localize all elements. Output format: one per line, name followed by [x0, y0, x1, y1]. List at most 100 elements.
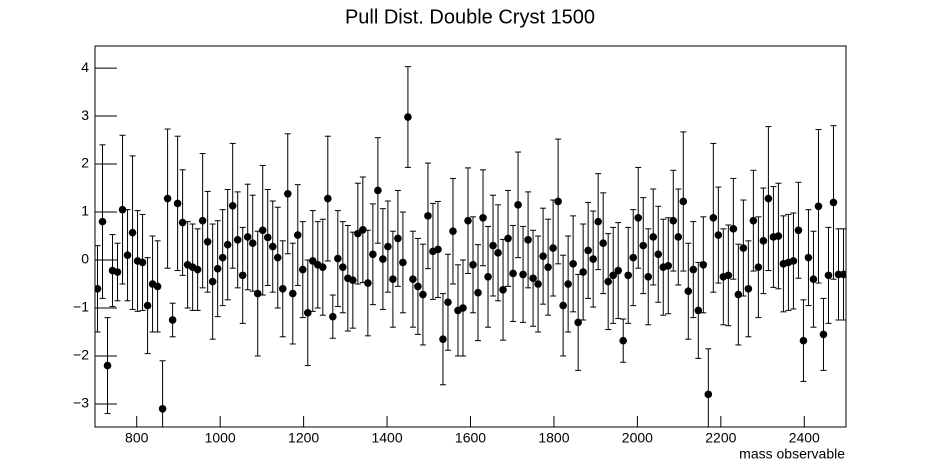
data-point	[439, 335, 447, 343]
data-point	[504, 234, 512, 243]
data-point	[103, 361, 112, 370]
data-point	[178, 218, 187, 227]
data-point	[804, 253, 813, 262]
data-point	[799, 336, 808, 345]
data-point	[579, 268, 587, 276]
data-point	[339, 263, 347, 272]
y-tick-label: 4	[81, 59, 89, 75]
data-point	[404, 113, 412, 121]
x-tick-label: 2400	[789, 430, 820, 446]
data-point	[158, 404, 167, 413]
data-point	[794, 226, 803, 235]
data-point	[374, 186, 382, 195]
data-point	[288, 289, 297, 298]
data-point	[113, 268, 122, 276]
data-point	[143, 301, 152, 310]
data-point	[484, 273, 492, 281]
data-point	[243, 233, 252, 241]
data-point	[273, 253, 282, 262]
data-point	[98, 217, 107, 226]
data-point	[534, 280, 542, 288]
data-point	[544, 263, 552, 272]
data-point	[449, 227, 457, 236]
data-point	[198, 216, 207, 225]
data-point	[759, 237, 768, 245]
data-point	[228, 201, 237, 210]
data-point	[213, 264, 222, 273]
data-point	[624, 271, 633, 280]
data-point	[424, 212, 432, 220]
data-point	[814, 202, 823, 211]
data-point	[609, 271, 617, 280]
data-point	[709, 213, 718, 222]
data-point	[293, 231, 302, 239]
data-point	[494, 249, 502, 257]
y-tick-label: 3	[81, 107, 89, 123]
data-point	[459, 304, 467, 312]
data-point	[329, 312, 337, 321]
data-point	[173, 199, 182, 208]
data-point	[749, 216, 758, 225]
data-point	[629, 253, 638, 262]
data-point	[268, 242, 277, 251]
x-tick-label: 1200	[288, 430, 319, 446]
data-point	[649, 233, 658, 241]
data-point	[554, 197, 562, 206]
x-tick-label: 2000	[622, 430, 653, 446]
data-point	[634, 213, 643, 222]
data-point	[419, 290, 427, 299]
data-point	[118, 205, 127, 214]
data-point	[589, 255, 597, 263]
data-point	[774, 232, 783, 240]
data-point	[469, 261, 477, 269]
data-point	[278, 285, 287, 293]
data-point	[163, 194, 172, 203]
data-point	[744, 285, 753, 293]
data-point	[699, 261, 708, 269]
y-tick-label: −3	[73, 395, 89, 411]
x-tick-label: 1800	[538, 430, 569, 446]
data-point	[824, 271, 833, 280]
data-point	[248, 239, 257, 248]
data-point	[639, 241, 648, 250]
data-point	[233, 236, 242, 244]
data-point	[359, 225, 367, 234]
data-point	[734, 290, 743, 299]
data-point	[819, 330, 828, 339]
data-point	[674, 233, 683, 241]
data-point	[499, 285, 507, 294]
data-point	[704, 390, 713, 399]
data-point	[319, 263, 327, 272]
data-point	[95, 285, 102, 293]
data-point	[138, 258, 147, 267]
data-point	[574, 318, 582, 327]
data-point	[208, 277, 217, 286]
data-point	[539, 252, 547, 260]
data-point	[394, 234, 402, 243]
data-point	[479, 213, 487, 222]
data-point	[789, 257, 798, 265]
data-point	[644, 273, 653, 281]
data-point	[283, 189, 292, 198]
data-point	[664, 261, 673, 270]
data-point	[829, 198, 838, 207]
y-tick-label: −2	[73, 347, 89, 363]
data-point	[258, 226, 267, 235]
data-point	[168, 316, 177, 324]
data-point	[123, 251, 132, 260]
data-point	[203, 237, 212, 246]
data-point	[564, 280, 572, 288]
data-point	[654, 250, 663, 259]
data-point	[379, 255, 387, 263]
data-point	[549, 244, 557, 252]
data-point	[689, 265, 698, 274]
data-point	[474, 288, 482, 297]
y-tick-label: 0	[81, 251, 89, 267]
data-point	[714, 231, 723, 239]
data-point	[369, 250, 377, 259]
data-point	[298, 265, 307, 274]
data-point	[519, 270, 527, 279]
data-point	[599, 239, 607, 248]
data-point	[238, 271, 247, 280]
